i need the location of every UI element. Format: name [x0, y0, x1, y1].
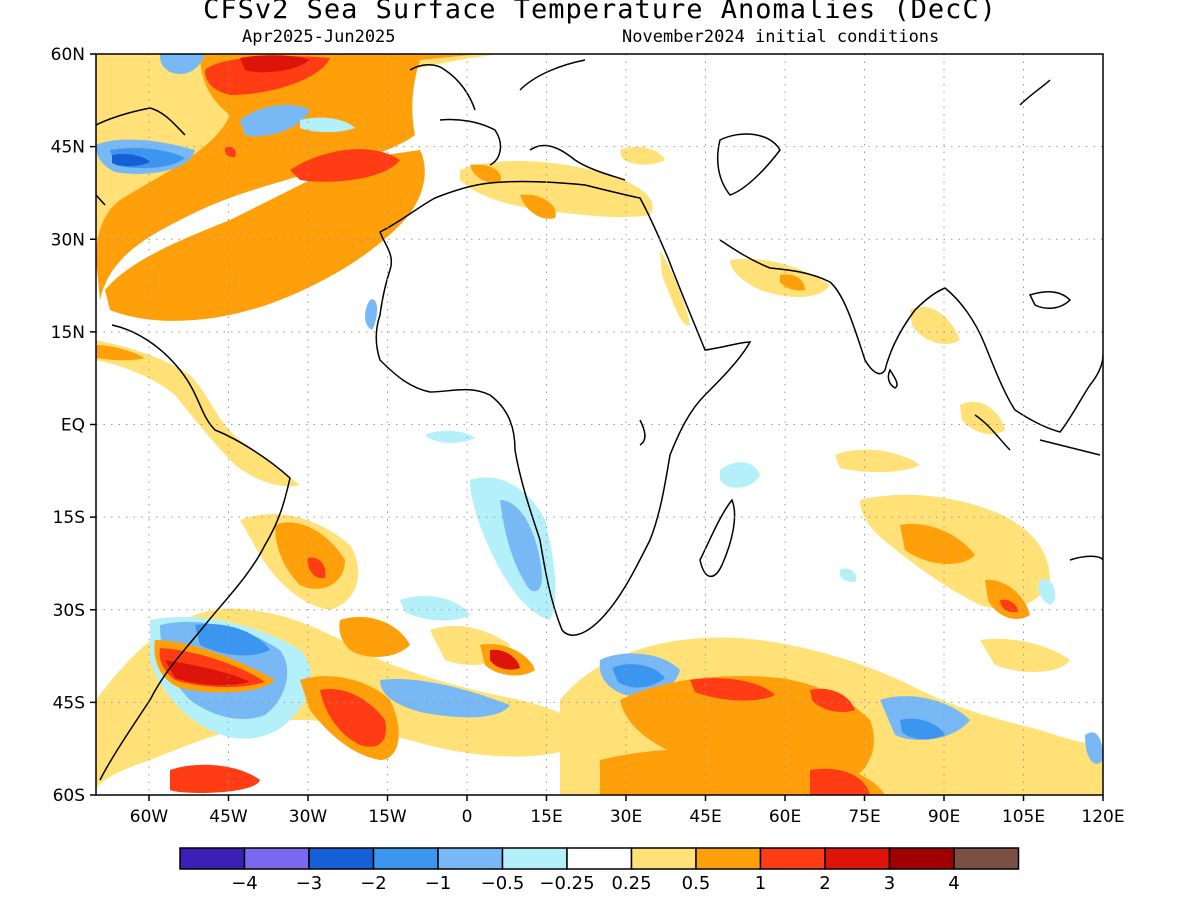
colorbar-label: 4	[948, 873, 959, 894]
colorbar-swatch	[824, 847, 891, 870]
colorbar-label: 2	[819, 873, 830, 894]
colorbar-swatch	[179, 847, 246, 870]
x-tick-label: 15E	[530, 807, 562, 827]
colorbar-label: −2	[360, 873, 387, 894]
coastlines	[96, 59, 1103, 781]
colorbar-swatch	[888, 847, 955, 870]
x-tick-label: 0	[462, 807, 473, 827]
colorbar-label: 0.25	[611, 873, 651, 894]
colorbar-swatch	[695, 847, 762, 870]
x-tick-label: 105E	[1002, 807, 1045, 827]
x-tick-label: 75E	[848, 807, 880, 827]
y-tick-label: EQ	[61, 416, 85, 436]
forecast-period: Apr2025-Jun2025	[242, 27, 396, 47]
colorbar-swatch	[566, 847, 633, 870]
chart-title: CFSv2 Sea Surface Temperature Anomalies …	[203, 0, 997, 25]
colorbar-swatch	[501, 847, 568, 870]
colorbar-label: −3	[296, 873, 323, 894]
colorbar-swatch	[243, 847, 310, 870]
x-tick-label: 30E	[610, 807, 642, 827]
y-tick-label: 60S	[53, 786, 85, 806]
colorbar-label: −4	[231, 873, 258, 894]
y-tick-label: 15S	[53, 508, 85, 528]
y-tick-label: 45S	[53, 693, 85, 713]
colorbar: −4 −3 −2 −1 −0.5 −0.25 0.25 0.5 1 2 3 4	[179, 847, 1020, 894]
colorbar-swatch	[372, 847, 439, 870]
colorbar-swatch	[630, 847, 697, 870]
graticule	[96, 54, 1103, 795]
latitude-ticks: 60N 45N 30N 15N EQ 15S 30S 45S 60S	[51, 45, 96, 806]
colorbar-swatch	[437, 847, 504, 870]
longitude-ticks: 60W 45W 30W 15W 0 15E 30E 45E 60E 75E 90E 105E 120E	[130, 795, 1125, 827]
colorbar-label: −1	[425, 873, 452, 894]
x-tick-label: 60W	[130, 807, 169, 827]
y-tick-label: 30N	[51, 230, 85, 250]
x-tick-label: 60E	[769, 807, 801, 827]
colorbar-label: −0.5	[481, 873, 525, 894]
x-tick-label: 45W	[209, 807, 248, 827]
y-tick-label: 30S	[53, 601, 85, 621]
x-tick-label: 90E	[928, 807, 960, 827]
colorbar-swatch	[953, 847, 1020, 870]
x-tick-label: 120E	[1081, 807, 1124, 827]
colorbar-swatch	[759, 847, 826, 870]
colorbar-label: 3	[884, 873, 895, 894]
colorbar-label: −0.25	[539, 873, 594, 894]
x-tick-label: 30W	[289, 807, 328, 827]
y-tick-label: 45N	[51, 138, 85, 158]
colorbar-swatch	[308, 847, 375, 870]
colorbar-label: 0.5	[682, 873, 711, 894]
y-tick-label: 60N	[51, 45, 85, 65]
x-tick-label: 15W	[368, 807, 407, 827]
x-tick-label: 45E	[689, 807, 721, 827]
initial-conditions: November2024 initial conditions	[622, 27, 940, 47]
y-tick-label: 15N	[51, 323, 85, 343]
colorbar-label: 1	[755, 873, 766, 894]
